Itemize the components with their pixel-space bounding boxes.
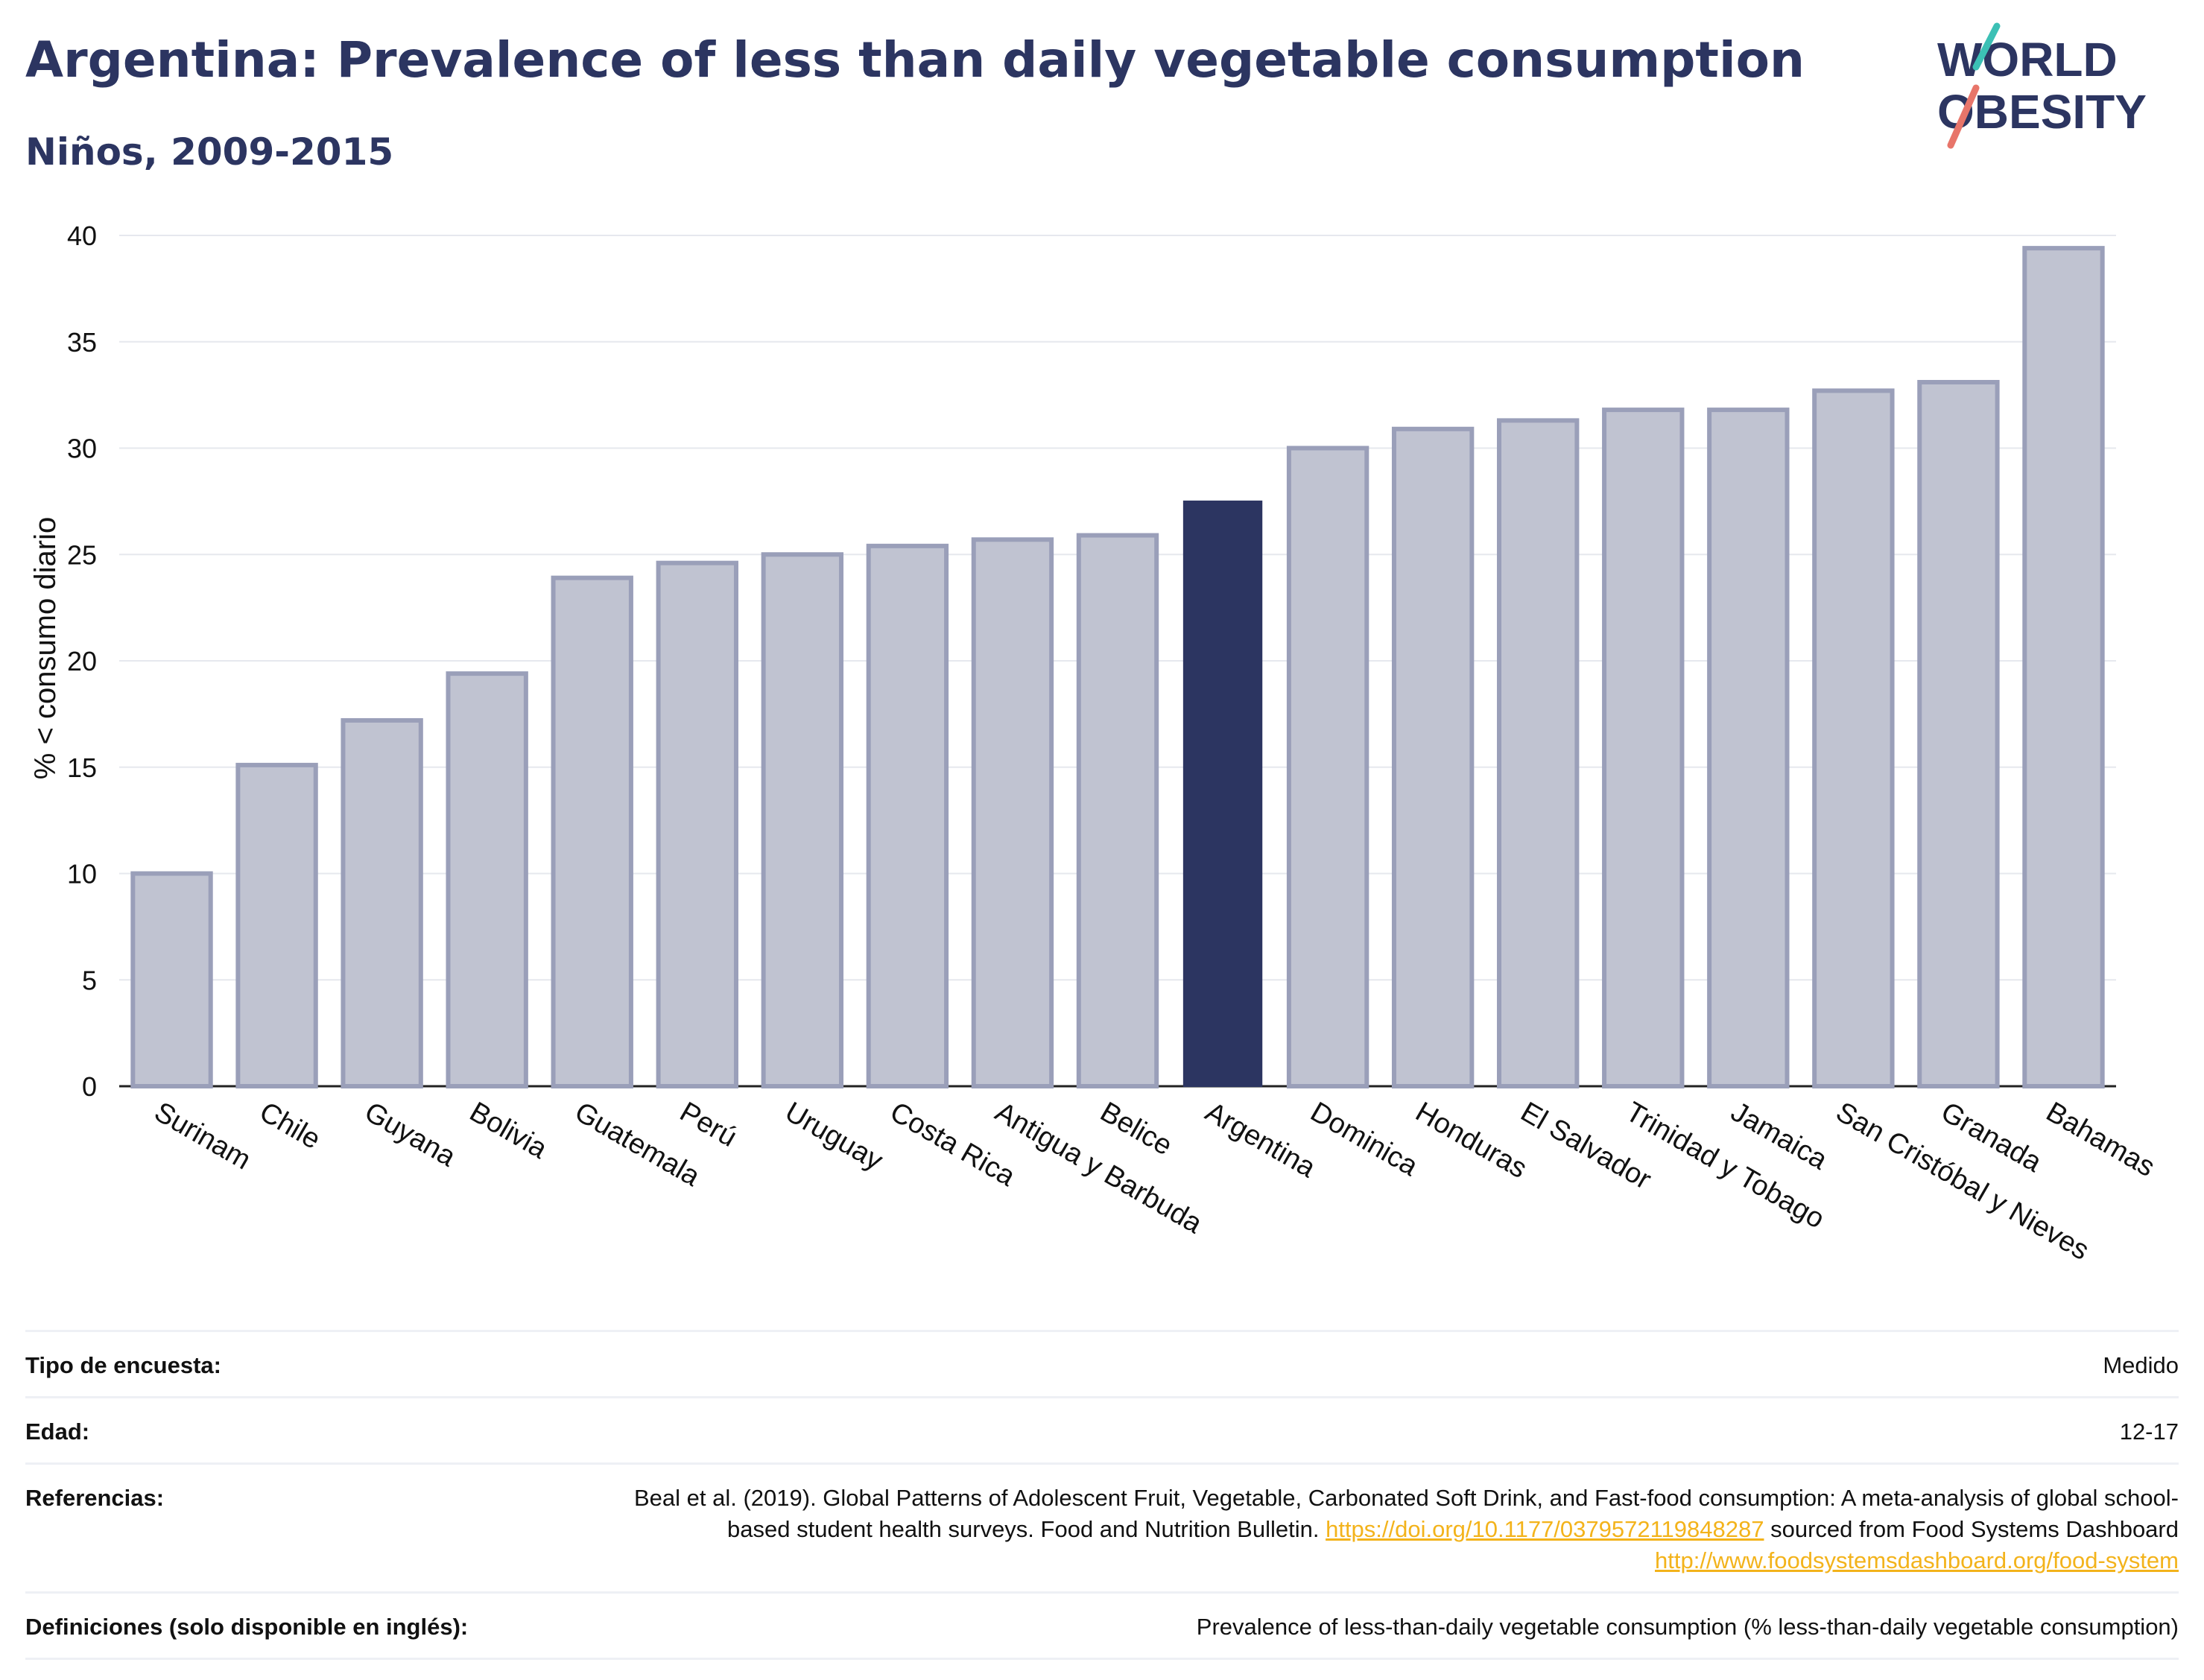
x-tick-label: Honduras bbox=[1410, 1096, 1533, 1185]
y-tick-label: 0 bbox=[82, 1071, 97, 1102]
references-value: Beal et al. (2019). Global Patterns of A… bbox=[577, 1483, 2179, 1576]
bar-granada[interactable] bbox=[1917, 379, 2000, 1088]
age-label: Edad: bbox=[25, 1419, 90, 1445]
metadata-table: Tipo de encuesta: Medido Edad: 12-17 Ref… bbox=[25, 1330, 2179, 1660]
y-tick-label: 10 bbox=[67, 859, 97, 890]
meta-row-survey: Tipo de encuesta: Medido bbox=[25, 1330, 2179, 1396]
x-tick-label: Perú bbox=[674, 1096, 742, 1153]
references-text-2: sourced from Food Systems Dashboard bbox=[1764, 1516, 2179, 1542]
y-tick-label: 20 bbox=[67, 646, 97, 676]
y-tick-label: 25 bbox=[67, 539, 97, 570]
survey-value: Medido bbox=[2103, 1352, 2179, 1378]
x-tick-label: Belice bbox=[1095, 1096, 1178, 1161]
chart-title: Argentina: Prevalence of less than daily… bbox=[25, 31, 1805, 89]
x-tick-label: Uruguay bbox=[779, 1096, 887, 1176]
meta-row-definitions: Definiciones (solo disponible en inglés)… bbox=[25, 1591, 2179, 1660]
bar-trinidad-y-tobago[interactable] bbox=[1602, 408, 1685, 1088]
x-tick-label: Chile bbox=[254, 1096, 326, 1156]
x-tick-label: Bahamas bbox=[2041, 1096, 2160, 1183]
bar-dominica[interactable] bbox=[1286, 446, 1369, 1088]
age-value: 12-17 bbox=[2119, 1419, 2179, 1445]
bar-belice[interactable] bbox=[1076, 533, 1159, 1088]
x-tick-label: Surinam bbox=[149, 1096, 256, 1176]
meta-row-references: Referencias: Beal et al. (2019). Global … bbox=[25, 1462, 2179, 1591]
bar-surinam[interactable] bbox=[130, 871, 213, 1088]
x-tick-label: Dominica bbox=[1305, 1096, 1424, 1182]
world-obesity-logo: WORLD OBESITY bbox=[1937, 22, 2147, 149]
bar-guatemala[interactable] bbox=[551, 575, 633, 1088]
x-tick-label: Bolivia bbox=[464, 1096, 553, 1165]
x-tick-label: Guyana bbox=[359, 1096, 461, 1173]
bar-argentina[interactable] bbox=[1182, 500, 1263, 1087]
bar-honduras[interactable] bbox=[1391, 426, 1475, 1088]
y-axis-label: % < consumo diario bbox=[29, 517, 62, 779]
definitions-value: Prevalence of less-than-daily vegetable … bbox=[1196, 1614, 2179, 1640]
doi-link[interactable]: https://doi.org/10.1177/0379572119848287 bbox=[1326, 1516, 1764, 1542]
y-tick-label: 35 bbox=[67, 327, 97, 358]
y-tick-label: 15 bbox=[67, 752, 97, 783]
chart-subtitle: Niños, 2009-2015 bbox=[25, 130, 394, 174]
bar-el-salvador[interactable] bbox=[1497, 418, 1580, 1088]
definitions-label: Definiciones (solo disponible en inglés)… bbox=[25, 1614, 469, 1640]
logo-line1: WORLD bbox=[1937, 33, 2118, 86]
y-tick-label: 5 bbox=[82, 965, 97, 995]
bar-san-crist-bal-y-nieves[interactable] bbox=[1812, 388, 1895, 1088]
y-tick-labels: 0 5 10 15 20 25 30 35 40 bbox=[67, 221, 97, 1102]
survey-label: Tipo de encuesta: bbox=[25, 1352, 221, 1378]
x-tick-label: Argentina bbox=[1200, 1096, 1322, 1184]
bar-per-[interactable] bbox=[656, 560, 738, 1088]
references-label: Referencias: bbox=[25, 1485, 165, 1511]
logo-slash-bottom bbox=[1947, 84, 1980, 149]
bar-bolivia[interactable] bbox=[446, 671, 528, 1088]
dashboard-link[interactable]: http://www.foodsystemsdashboard.org/food… bbox=[1655, 1547, 2179, 1573]
bar-jamaica[interactable] bbox=[1707, 408, 1790, 1088]
logo-slash-top bbox=[1972, 22, 2001, 71]
bar-guyana[interactable] bbox=[341, 717, 423, 1088]
meta-row-age: Edad: 12-17 bbox=[25, 1396, 2179, 1462]
bar-costa-rica[interactable] bbox=[866, 543, 949, 1088]
y-tick-label: 40 bbox=[67, 221, 97, 251]
references-text-1: Beal et al. (2019). Global Patterns of A… bbox=[633, 1485, 2179, 1542]
bar-bahamas[interactable] bbox=[2022, 246, 2105, 1088]
y-tick-label: 30 bbox=[67, 434, 97, 464]
bar-antigua-y-barbuda[interactable] bbox=[971, 537, 1054, 1088]
bars bbox=[130, 246, 2105, 1089]
bar-chile[interactable] bbox=[235, 762, 318, 1089]
bar-uruguay[interactable] bbox=[761, 552, 844, 1088]
